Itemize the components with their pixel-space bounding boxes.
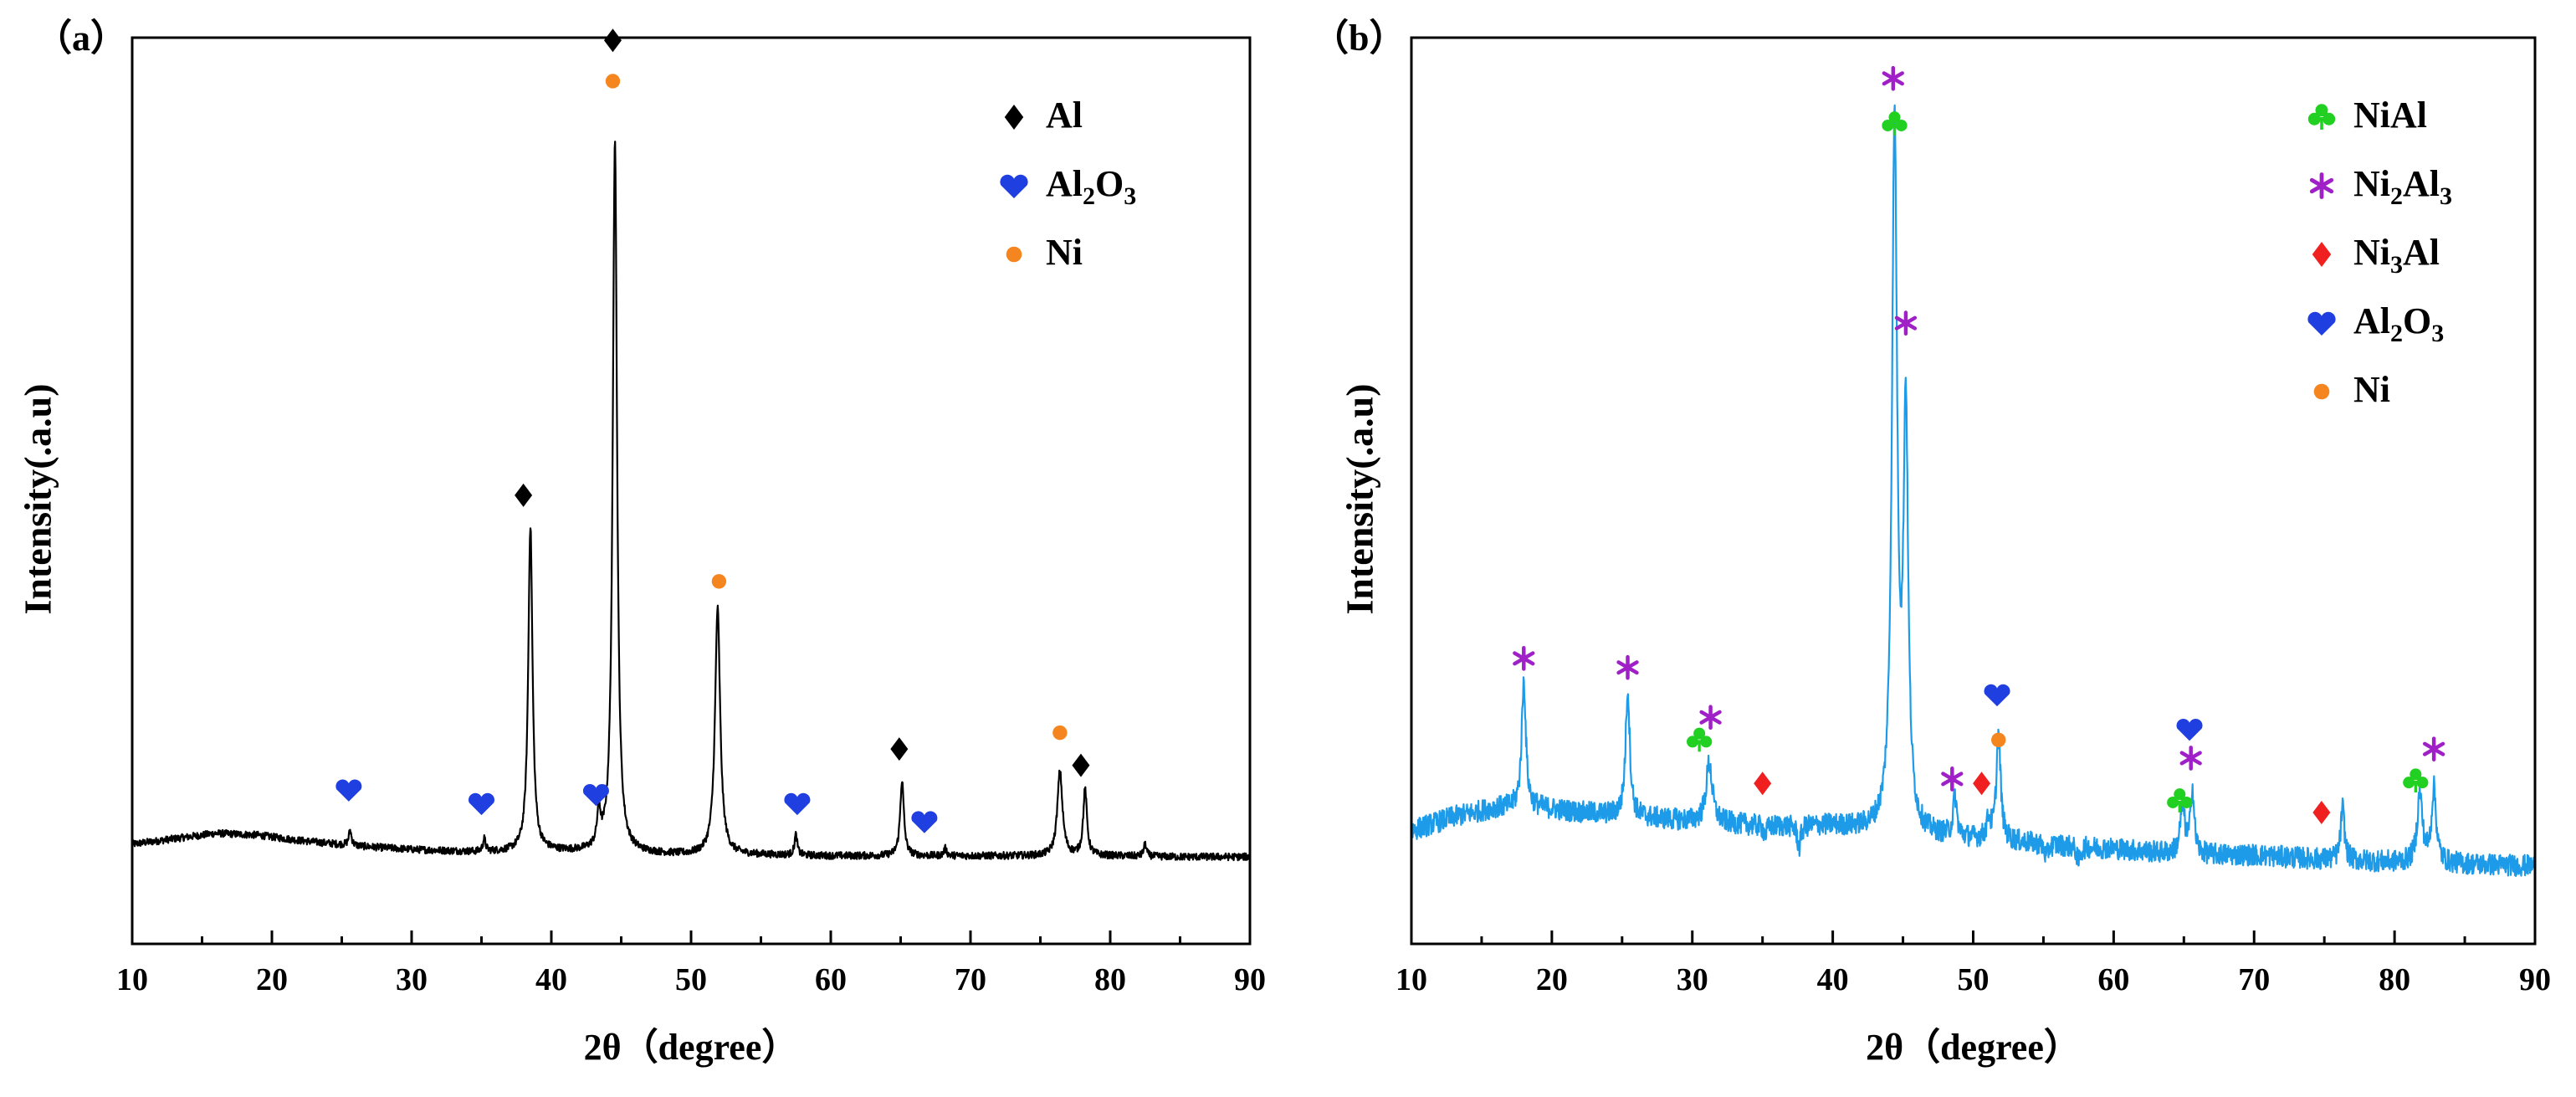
x-tick-label: 70	[2238, 962, 2270, 997]
legend-item-al: Al	[1004, 95, 1083, 136]
legend: NiAl Ni2Al3 Ni3Al Al2O3 Ni	[2307, 95, 2452, 410]
legend-item-nial: NiAl	[2307, 95, 2427, 136]
legend-item-ni3al: Ni3Al	[2312, 232, 2440, 279]
legend-item-ni2al3: Ni2Al3	[2309, 163, 2452, 210]
legend-label: Ni	[1046, 232, 1083, 273]
phase-marker-al2o3: Al2O3	[335, 779, 362, 802]
x-tick-label: 80	[2379, 962, 2410, 997]
phase-marker-ni3al: Ni3Al	[1973, 771, 1991, 796]
x-tick-label: 30	[396, 962, 428, 997]
x-tick-label: 70	[955, 962, 986, 997]
phase-marker-ni2al3: Ni2Al3	[2179, 746, 2202, 771]
legend-label: Al2O3	[1046, 163, 1136, 210]
legend-symbol-ni	[1006, 246, 1022, 263]
phase-marker-ni2al3: Ni2Al3	[1894, 310, 1918, 336]
x-tick-label: 90	[2519, 962, 2551, 997]
legend-symbol-ni2al3	[2309, 172, 2334, 199]
y-axis-label: Intensity(.a.u)	[17, 383, 59, 614]
phase-marker-ni2al3: Ni2Al3	[2422, 736, 2445, 761]
legend-symbol-ni3al	[2312, 242, 2332, 267]
phase-marker-ni3al: Ni3Al	[1754, 771, 1772, 796]
phase-marker-ni: Ni	[1052, 725, 1068, 741]
panel-label: （a）	[35, 18, 127, 59]
legend-item-ni: Ni	[2313, 369, 2390, 410]
legend-item-al2o3: Al2O3	[2307, 300, 2444, 347]
phase-marker-ni: Ni	[1991, 732, 2006, 748]
x-axis-label: 2θ（degree）	[584, 1027, 799, 1068]
phase-marker-al2o3: Al2O3	[911, 811, 938, 833]
phase-marker-ni: Ni	[711, 574, 727, 589]
x-tick-label: 50	[1958, 962, 1990, 997]
legend-symbol-al2o3	[2307, 311, 2336, 336]
phase-marker-al: Al	[603, 28, 622, 53]
phase-marker-al2o3: Al2O3	[469, 792, 494, 816]
legend-item-al2o3: Al2O3	[1000, 163, 1136, 210]
legend-label: NiAl	[2353, 95, 2427, 136]
phase-marker-ni2al3: Ni2Al3	[1616, 654, 1639, 680]
x-tick-label: 40	[535, 962, 567, 997]
x-tick-label: 30	[1677, 962, 1708, 997]
phase-marker-ni2al3: Ni2Al3	[1699, 705, 1722, 730]
x-tick-label: 10	[1396, 962, 1427, 997]
phase-marker-ni2al3: Ni2Al3	[1941, 766, 1964, 792]
phase-marker-al: Al	[515, 483, 533, 507]
phase-marker-al2o3: Al2O3	[582, 783, 609, 807]
phase-marker-nial: NiAl	[2403, 768, 2429, 793]
legend-symbol-al2o3	[1000, 174, 1028, 198]
phase-marker-ni: Ni	[605, 74, 621, 89]
phase-marker-nial: NiAl	[1882, 111, 1908, 136]
y-axis-label: Intensity(.a.u)	[1339, 383, 1381, 614]
x-tick-label: 60	[815, 962, 847, 997]
legend-label: Al2O3	[2353, 300, 2444, 347]
xrd-pattern-line	[131, 141, 1251, 862]
phase-marker-ni3al: Ni3Al	[2312, 800, 2331, 824]
legend-label: Ni2Al3	[2353, 163, 2452, 210]
phase-marker-al2o3: Al2O3	[1984, 684, 2010, 707]
chart-panel-a: 10 20 30 40 50 60 70 80 90 2θ（degree） Intensity(.a…	[17, 18, 1267, 1068]
phase-marker-al: Al	[1072, 753, 1090, 777]
phase-marker-al2o3: Al2O3	[2176, 718, 2203, 741]
legend-item-ni: Ni	[1006, 232, 1083, 273]
legend-label: Ni3Al	[2353, 232, 2440, 279]
x-tick-label: 20	[256, 962, 288, 997]
phase-marker-nial: NiAl	[1687, 727, 1713, 752]
legend: Al Al2O3 Ni	[1000, 95, 1136, 273]
x-tick-label: 50	[675, 962, 707, 997]
legend-symbol-ni	[2313, 383, 2330, 400]
phase-marker-al2o3: Al2O3	[784, 792, 811, 816]
x-tick-label: 60	[2097, 962, 2129, 997]
phase-marker-ni2al3: Ni2Al3	[1513, 646, 1535, 671]
phase-marker-nial: NiAl	[2167, 788, 2193, 812]
x-tick-label: 10	[116, 962, 148, 997]
xrd-pattern-line	[1410, 104, 2536, 877]
x-tick-label: 90	[1234, 962, 1266, 997]
phase-marker-al: Al	[890, 737, 909, 761]
panel-label: （b）	[1312, 18, 1406, 59]
legend-symbol-nial	[2307, 104, 2336, 130]
legend-symbol-al	[1004, 105, 1024, 130]
phase-marker-ni2al3: Ni2Al3	[1882, 65, 1904, 91]
x-tick-label: 80	[1094, 962, 1126, 997]
x-axis-label: 2θ（degree）	[1866, 1027, 2081, 1068]
x-tick-label: 20	[1536, 962, 1568, 997]
legend-label: Ni	[2353, 369, 2390, 410]
chart-panel-b: 10 20 30 40 50 60 70 80 90 2θ（degree） Intensity(.a…	[1312, 18, 2551, 1068]
x-tick-label: 40	[1817, 962, 1849, 997]
legend-label: Al	[1046, 95, 1083, 136]
